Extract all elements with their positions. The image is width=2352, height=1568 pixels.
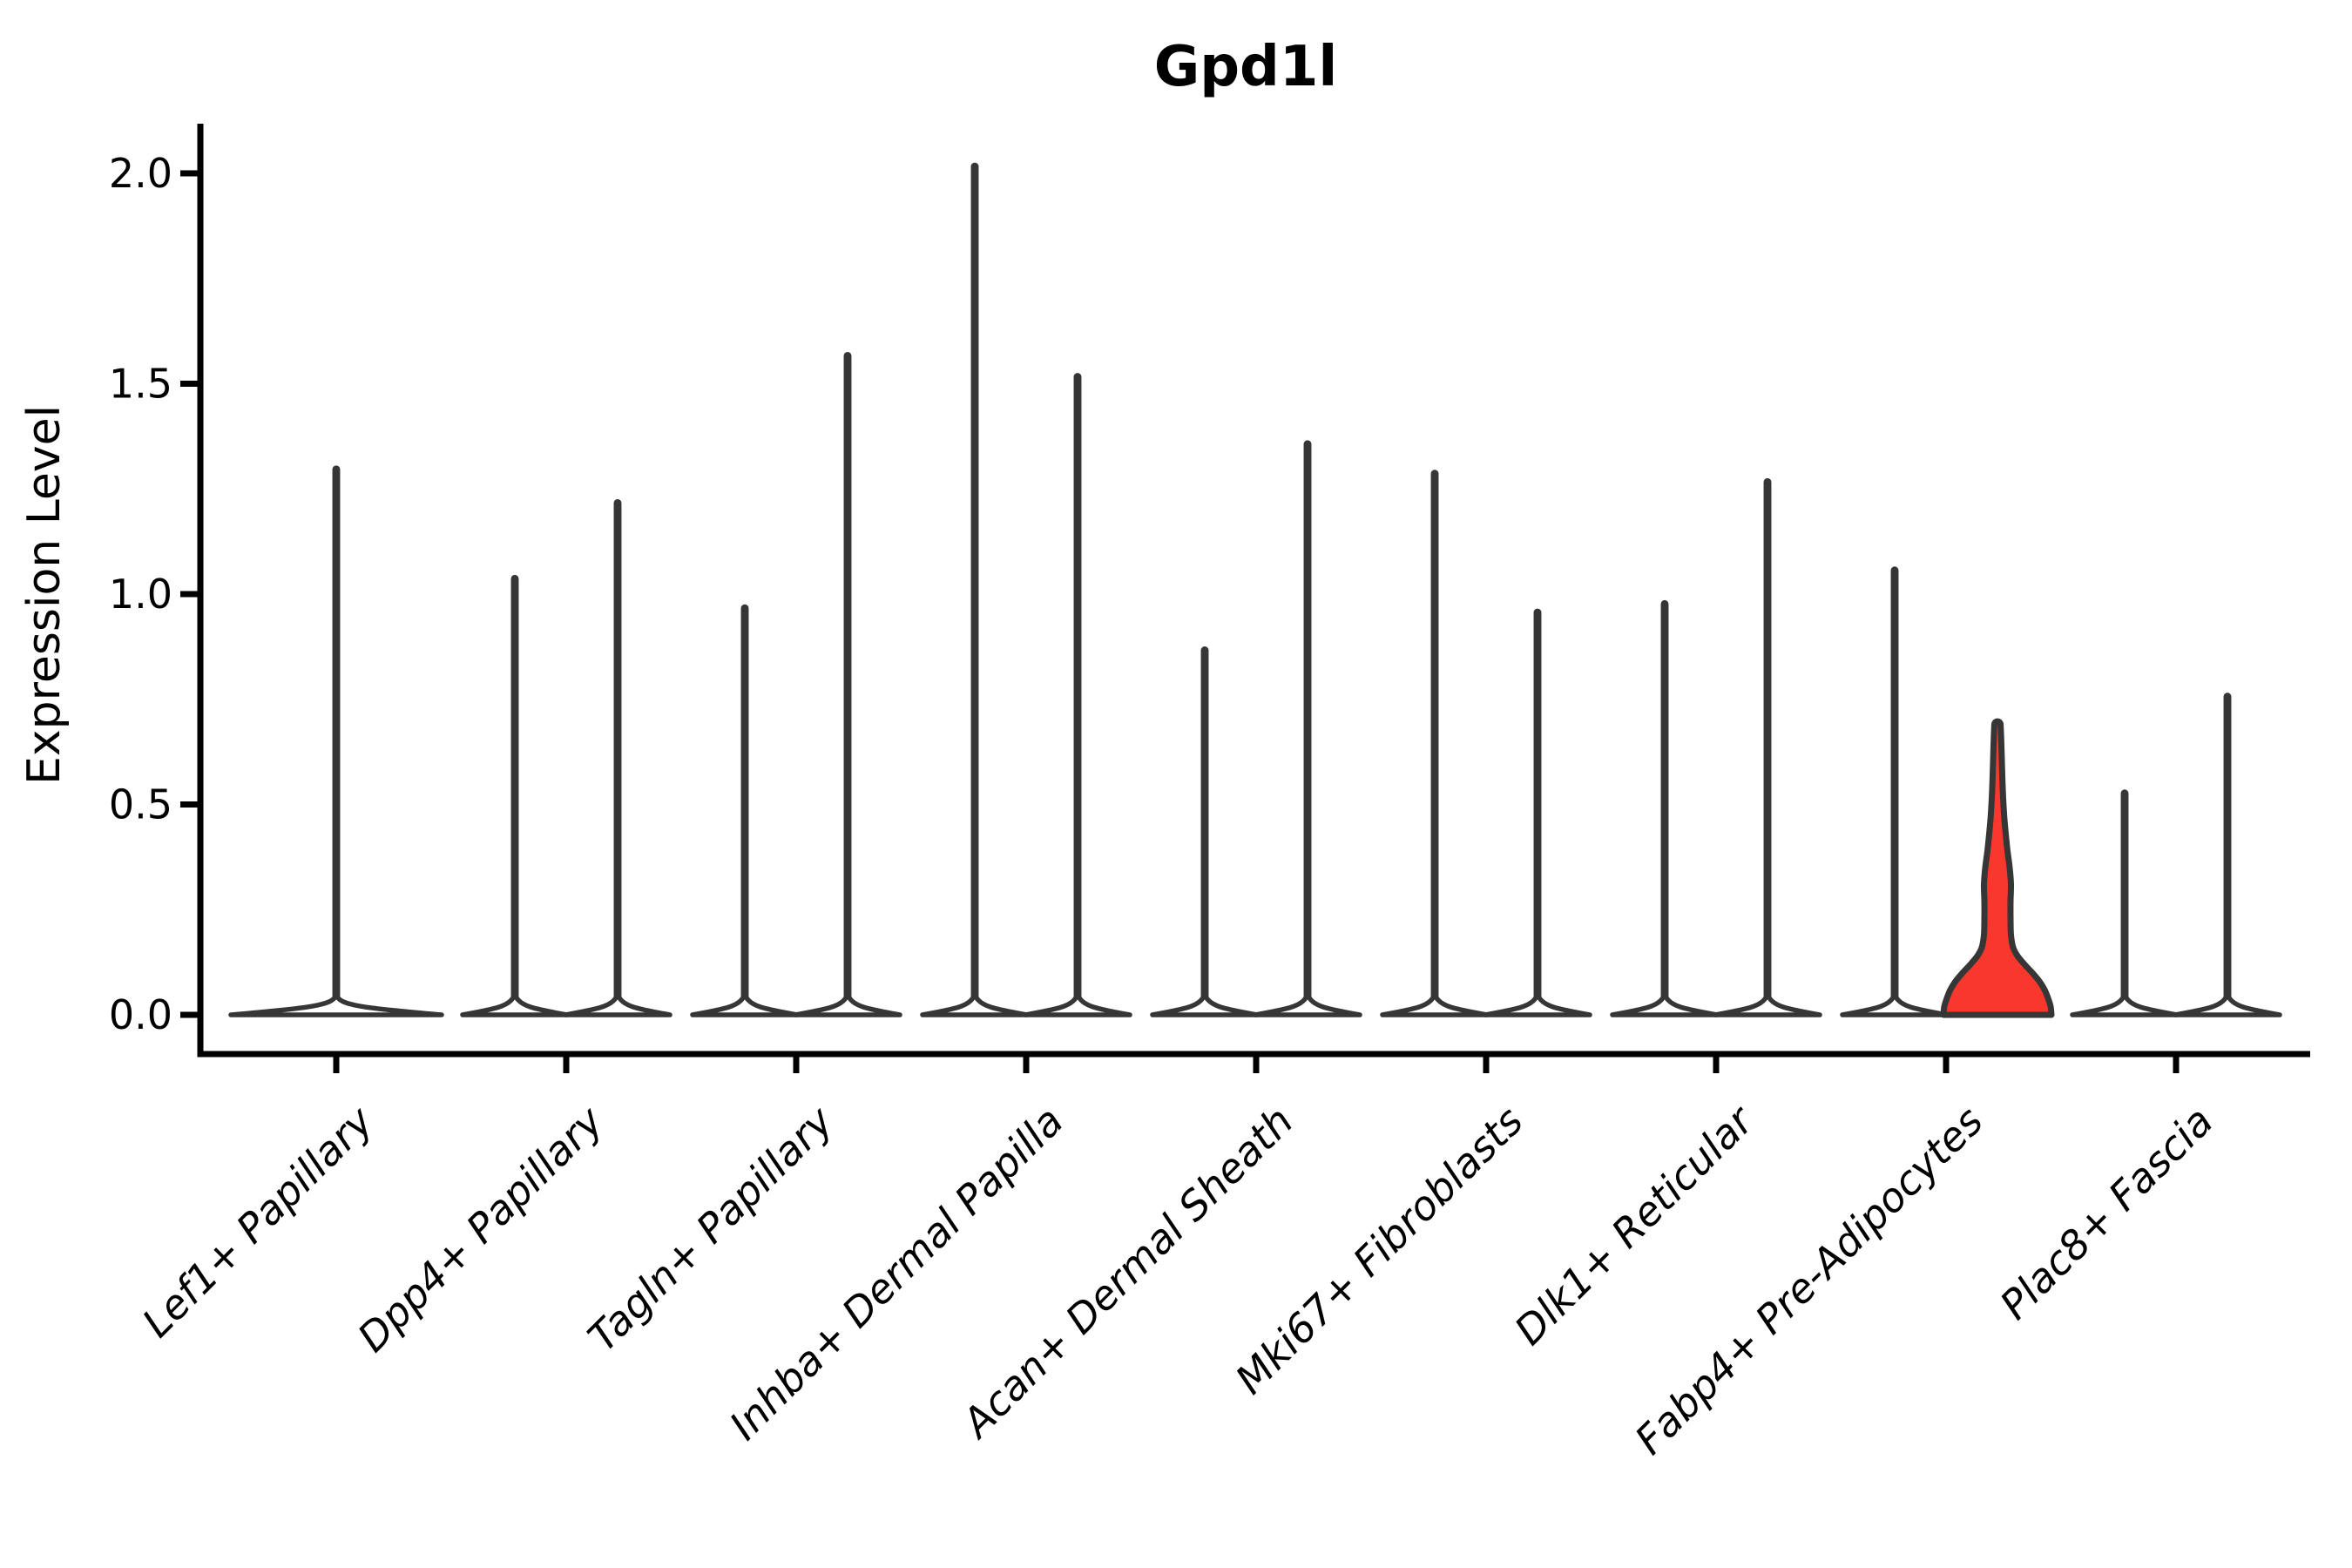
violin-shape xyxy=(2173,693,2282,1017)
x-category-label: Dlk1+ Reticular xyxy=(1505,1095,1764,1354)
violin-shape xyxy=(793,352,902,1017)
x-category-label: Plac8+ Fascia xyxy=(1990,1098,2221,1328)
violin-shape xyxy=(1023,373,1132,1017)
violin-shape xyxy=(690,604,800,1017)
violin-shape xyxy=(1840,566,1950,1017)
y-tick-label: 0.0 xyxy=(109,991,172,1038)
violin-shape xyxy=(2070,789,2180,1017)
violins-layer xyxy=(228,162,2282,1018)
x-category-label: Lef1+ Papillary xyxy=(133,1097,382,1346)
y-axis-label: Expression Level xyxy=(18,405,71,785)
y-tick-label: 0.5 xyxy=(109,781,172,828)
plot-title: Gpd1l xyxy=(1154,35,1338,99)
violin-shape xyxy=(563,499,672,1017)
violin-shape-highlighted xyxy=(1940,718,2055,1018)
violin-shape xyxy=(460,575,570,1017)
violin-shape xyxy=(1610,599,1720,1017)
y-tick-label: 2.0 xyxy=(109,150,172,197)
y-axis: 0.0 0.5 1.0 1.5 2.0 xyxy=(109,150,200,1038)
violin-shape xyxy=(1713,477,1822,1017)
violin-shape xyxy=(1253,440,1362,1017)
x-category-label: Dpp4+ Papillary xyxy=(348,1097,612,1361)
y-tick-label: 1.0 xyxy=(109,571,172,618)
y-tick-label: 1.5 xyxy=(109,361,172,408)
violin-shape xyxy=(1483,608,1592,1017)
violin-shape xyxy=(1380,470,1490,1017)
violin-shape xyxy=(228,465,444,1017)
violin-shape xyxy=(1150,646,1260,1017)
x-category-label: Tagln+ Papillary xyxy=(578,1097,842,1361)
violin-shape xyxy=(920,162,1030,1017)
